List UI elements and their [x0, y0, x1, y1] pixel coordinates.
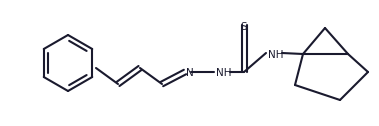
Text: NH: NH [216, 68, 232, 78]
Text: S: S [241, 22, 247, 32]
Text: NH: NH [268, 50, 283, 60]
Text: N: N [186, 68, 194, 78]
